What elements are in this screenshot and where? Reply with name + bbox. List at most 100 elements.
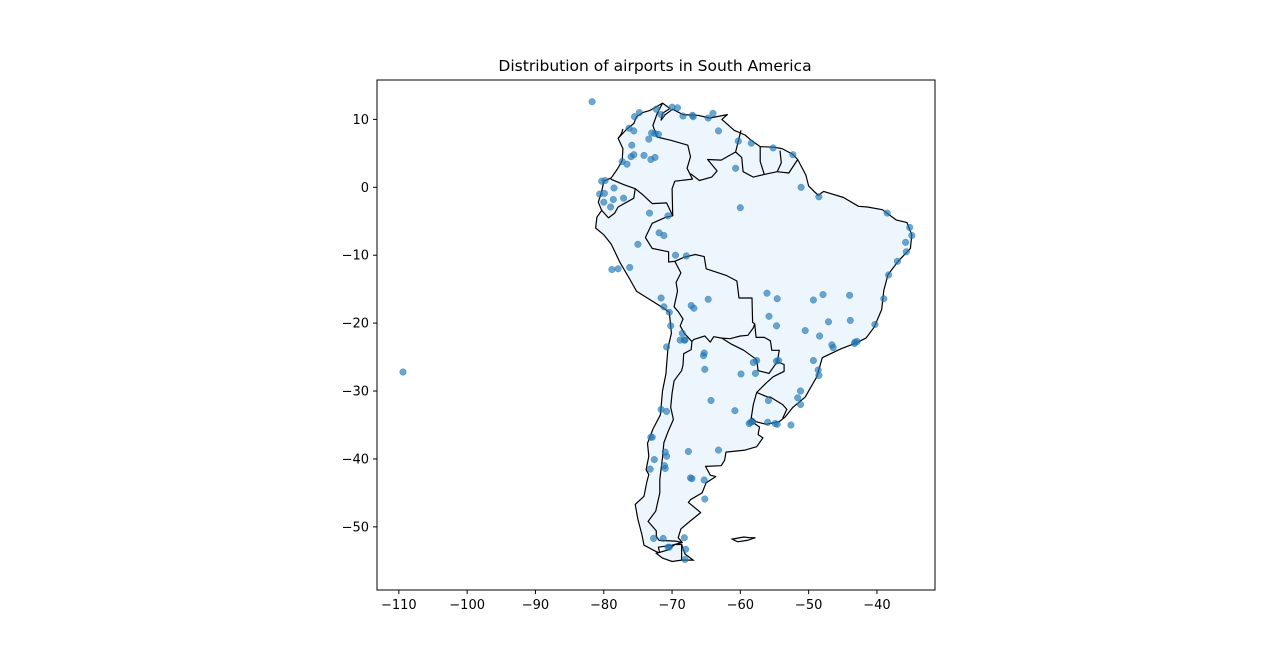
plot-area [376,79,936,591]
airport-marker [665,308,673,316]
country-border [634,188,675,263]
airport-marker [654,130,662,138]
airport-marker [751,369,759,377]
airport-marker [816,332,824,340]
airport-marker [747,139,755,147]
airport-marker [893,257,901,265]
airport-marker [657,405,665,413]
airport-marker [815,193,823,201]
airport-marker [596,190,604,198]
airport-marker [646,465,654,473]
country-border [764,150,782,175]
airport-marker [663,343,671,351]
airport-marker [773,295,781,303]
airport-marker [682,252,690,260]
airport-marker [700,476,708,484]
airport-marker [764,396,772,405]
airport-marker [885,271,893,279]
y-tick-label: −40 [342,452,369,467]
airport-marker [749,358,757,367]
airport-marker [815,371,823,379]
airport-marker [630,127,638,135]
falkland-islands-outline [730,536,756,543]
airport-marker [765,312,773,320]
country-border [756,361,785,393]
airport-marker [797,183,805,191]
country-border [777,159,799,174]
airport-marker [731,407,739,415]
airport-marker [828,341,836,349]
airport-markers [399,98,916,563]
airport-marker [794,394,802,402]
airport-marker [853,337,861,346]
airport-marker [769,144,777,152]
airport-marker [684,447,692,456]
airport-marker [600,198,608,206]
airport-marker [771,420,779,428]
y-tick-label: 10 [352,113,369,128]
y-tick-label: −20 [342,317,369,332]
country-border [735,146,765,178]
x-tick-label: −80 [590,598,617,613]
x-tick-label: −90 [522,598,549,613]
airport-marker [689,113,697,121]
y-tick-label: −10 [342,249,369,264]
country-border [652,102,694,216]
country-border [756,391,788,419]
country-border [617,128,624,139]
airport-marker [681,555,689,563]
x-axis: −110 −100 −90 −80 −70 −60 −50 −40 [381,590,891,613]
airport-marker [627,153,635,161]
x-tick-label: −110 [381,598,417,613]
airport-marker [657,294,665,302]
y-axis: 10 0 −10 −20 −30 −40 −50 [342,113,377,535]
country-border [601,178,636,219]
x-tick-label: −100 [449,598,485,613]
airport-marker [614,265,622,273]
airport-marker [883,209,891,217]
airport-marker [598,177,606,185]
airport-marker [846,291,854,299]
airport-marker [628,141,636,149]
airport-marker [635,109,643,117]
airport-marker [607,203,615,211]
airport-marker [664,543,672,551]
airport-marker [902,238,910,246]
x-tick-label: −70 [658,598,685,613]
airport-marker [707,396,715,405]
x-tick-label: −50 [795,598,822,613]
airport-marker [640,151,648,159]
country-border [647,341,693,544]
airport-marker [681,336,689,344]
airport-marker [701,365,709,373]
y-tick-label: −30 [342,385,369,400]
airport-marker [650,534,658,542]
airport-marker [732,164,740,172]
airport-marker [700,349,708,357]
airport-marker [588,98,596,106]
airport-marker [664,212,672,220]
airport-marker [673,104,682,112]
airport-marker [787,421,795,429]
airport-marker [902,248,910,256]
airport-marker [679,112,687,120]
airport-marker [686,474,695,482]
airport-marker [880,295,888,303]
country-border [674,253,756,325]
airport-marker [667,322,675,330]
chart-title: Distribution of airports in South Americ… [498,57,811,75]
airport-marker [652,105,660,113]
airport-marker [647,433,655,441]
airport-marker [626,263,634,271]
airport-marker [620,194,628,202]
airport-marker [650,456,658,464]
airport-marker [623,160,631,168]
airport-marker [796,401,805,409]
airport-marker [745,420,753,428]
airport-marker [809,296,817,304]
country-border [690,130,742,182]
airport-marker [809,356,817,365]
airport-marker [772,357,781,365]
x-tick-label: −60 [727,598,754,613]
